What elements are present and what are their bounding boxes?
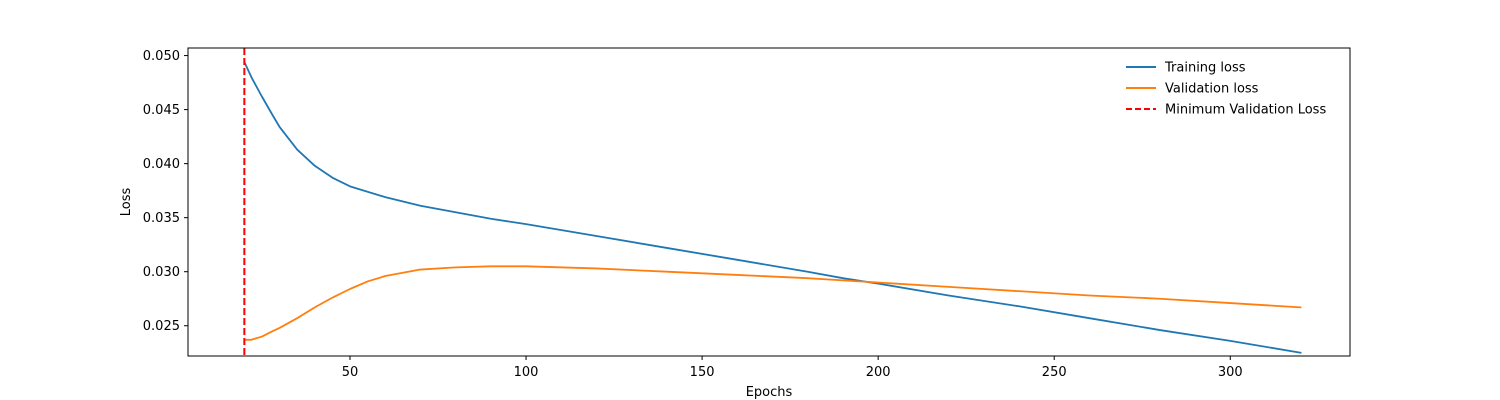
y-tick-label: 0.025 (143, 319, 180, 334)
x-axis: 50 100 150 200 250 300 (342, 356, 1243, 380)
x-tick-label: 200 (866, 365, 891, 380)
y-tick-label: 0.030 (143, 265, 180, 280)
y-tick-label: 0.050 (143, 49, 180, 64)
legend: Training loss Validation loss Minimum Va… (1126, 61, 1326, 118)
plot-area (243, 48, 1302, 356)
axes-frame (187, 47, 1351, 357)
legend-label-validation-loss: Validation loss (1165, 82, 1259, 97)
y-tick-label: 0.040 (143, 157, 180, 172)
x-tick-label: 150 (690, 365, 715, 380)
x-tick-label: 300 (1218, 365, 1243, 380)
series-line-validation-loss (243, 265, 1302, 341)
series-line-training-loss (243, 61, 1302, 354)
x-tick-label: 100 (514, 365, 539, 380)
x-tick-label: 50 (342, 365, 359, 380)
y-axis: 0.025 0.030 0.035 0.040 0.045 0.050 (143, 49, 188, 334)
y-tick-label: 0.035 (143, 211, 180, 226)
y-axis-label: Loss (119, 188, 134, 217)
y-tick-label: 0.045 (143, 103, 180, 118)
x-axis-label: Epochs (746, 385, 793, 400)
legend-label-training-loss: Training loss (1164, 61, 1246, 76)
legend-label-minimum-validation-loss: Minimum Validation Loss (1165, 103, 1326, 118)
x-tick-label: 250 (1042, 365, 1067, 380)
